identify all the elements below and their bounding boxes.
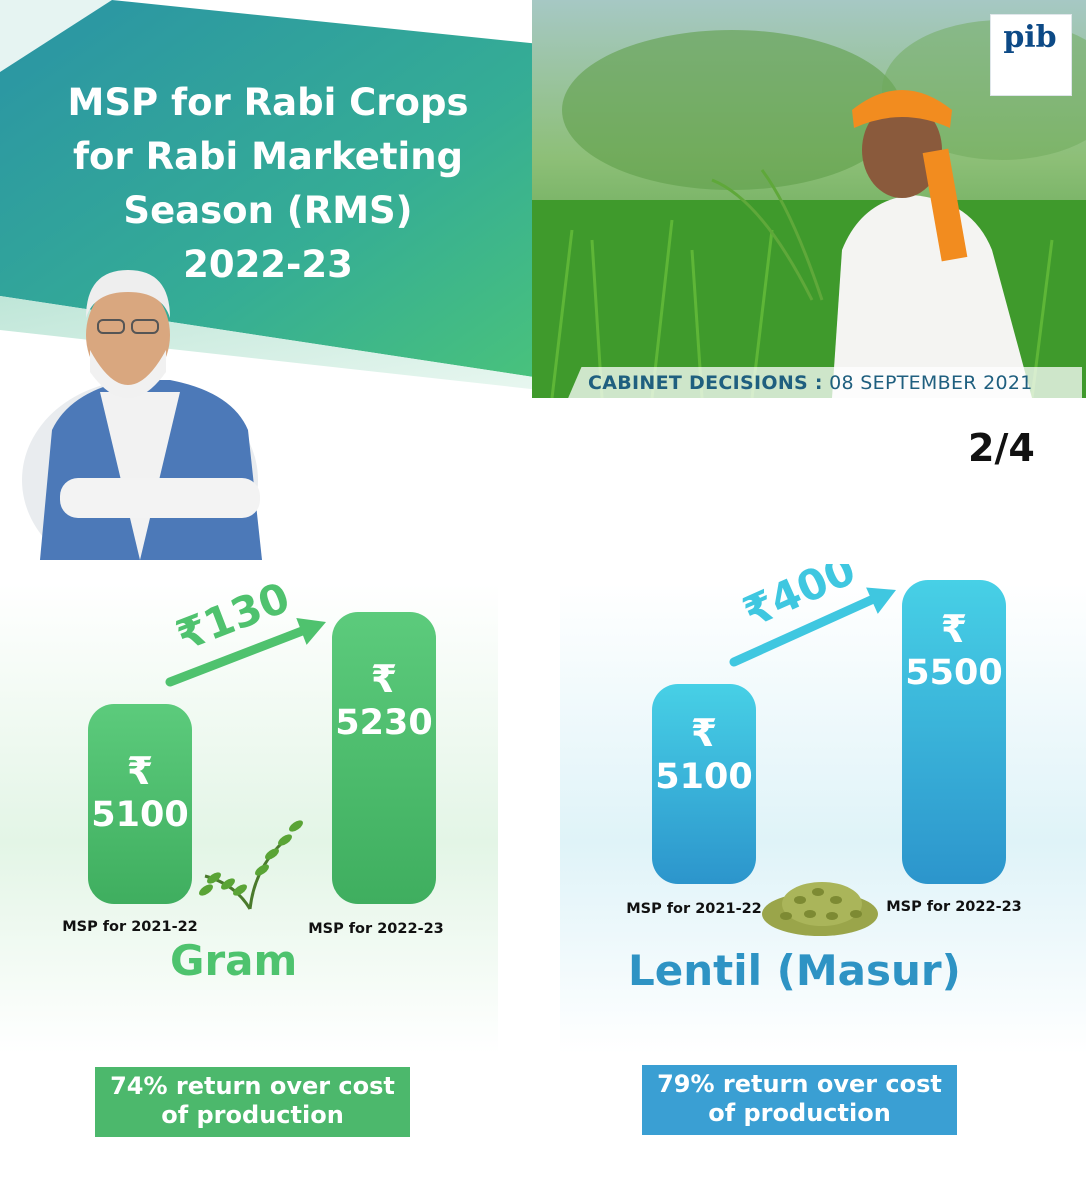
- bar-2: [902, 580, 1006, 884]
- bar-1-value-label: 5100: [655, 757, 752, 797]
- title-line-1: MSP for Rabi Crops: [67, 81, 469, 124]
- cabinet-date: 08 SEPTEMBER 2021: [829, 372, 1033, 394]
- farmer-photo: [532, 0, 1086, 398]
- cabinet-label: CABINET DECISIONS :: [588, 372, 823, 394]
- bar-1-category-label: MSP for 2021-22: [626, 901, 762, 917]
- pib-logo-text: pib: [1003, 20, 1057, 55]
- gram-return-line-1: 74% return over cost: [110, 1072, 395, 1100]
- title-line-3: Season (RMS): [123, 189, 413, 232]
- lentil-pile-illustration: [762, 882, 878, 936]
- title-line-2: for Rabi Marketing: [72, 135, 464, 178]
- gram-return-box: 74% return over cost of production: [95, 1067, 410, 1137]
- gram-chart: ₹5100 MSP for 2021-22 ₹5230 MSP for 2022-23…: [0, 573, 498, 1054]
- bar-1-currency-symbol: ₹: [691, 711, 717, 755]
- bar-2-currency-symbol: ₹: [941, 607, 967, 651]
- increase-arrow: [165, 623, 315, 687]
- bar-2-currency-symbol: ₹: [371, 657, 397, 701]
- page-indicator: 2/4: [968, 426, 1035, 470]
- bar-2-category-label: MSP for 2022-23: [886, 899, 1022, 915]
- lentil-return-line-1: 79% return over cost: [657, 1070, 942, 1098]
- lentil-crop-name: Lentil (Masur): [628, 946, 961, 995]
- gram-crop-name: Gram: [170, 936, 298, 985]
- increase-arrow-head: [866, 587, 896, 614]
- bar-1-value-label: 5100: [91, 795, 188, 835]
- page-title: MSP for Rabi Crops for Rabi Marketing Se…: [18, 76, 518, 292]
- gram-plant-illustration: [199, 820, 303, 910]
- increase-arrow-head: [296, 618, 326, 645]
- lentil-return-line-2: of production: [708, 1099, 891, 1127]
- lentil-return-box: 79% return over cost of production: [642, 1065, 957, 1135]
- bar-2-value-label: 5500: [905, 653, 1002, 693]
- cabinet-decision-date: CABINET DECISIONS : 08 SEPTEMBER 2021: [588, 372, 1068, 394]
- increase-arrow: [729, 591, 885, 667]
- bar-1: [652, 684, 756, 884]
- bar-2: [332, 612, 436, 904]
- lentil-chart: ₹5100 MSP for 2021-22 ₹5500 MSP for 2022-23…: [560, 564, 1086, 1054]
- bar-1-currency-symbol: ₹: [127, 749, 153, 793]
- bar-2-value-label: 5230: [335, 703, 432, 743]
- bar-1: [88, 704, 192, 904]
- cabinet-strip: [566, 367, 1082, 403]
- header-panel: [0, 0, 540, 560]
- title-line-4: 2022-23: [183, 243, 353, 286]
- pib-logo: [990, 14, 1072, 96]
- bar-2-category-label: MSP for 2022-23: [308, 921, 444, 937]
- gram-return-line-2: of production: [161, 1101, 344, 1129]
- bar-1-category-label: MSP for 2021-22: [62, 919, 198, 935]
- portrait: [22, 270, 262, 560]
